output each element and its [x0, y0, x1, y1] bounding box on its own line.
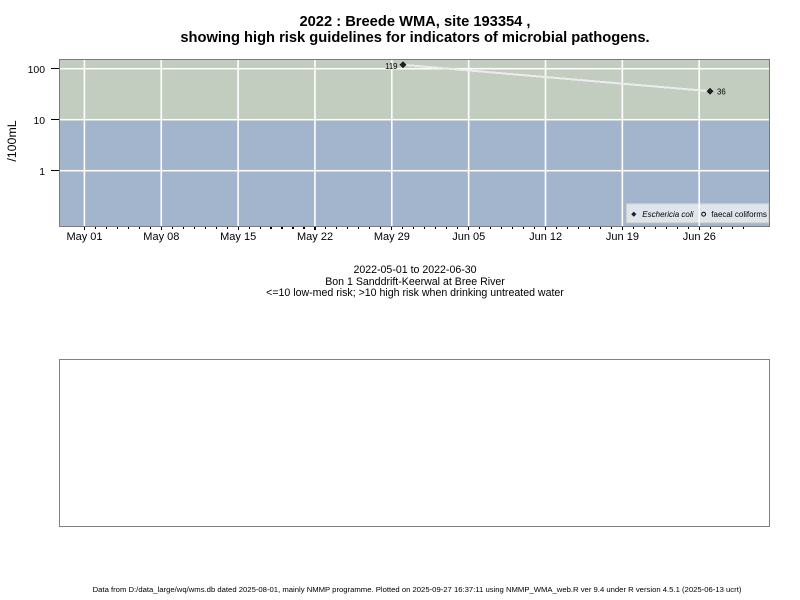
svg-text:faecal coliforms: faecal coliforms: [711, 210, 767, 219]
svg-text:36: 36: [717, 88, 726, 97]
svg-text:119: 119: [385, 62, 397, 71]
svg-text:Eschericia coli: Eschericia coli: [642, 210, 693, 219]
